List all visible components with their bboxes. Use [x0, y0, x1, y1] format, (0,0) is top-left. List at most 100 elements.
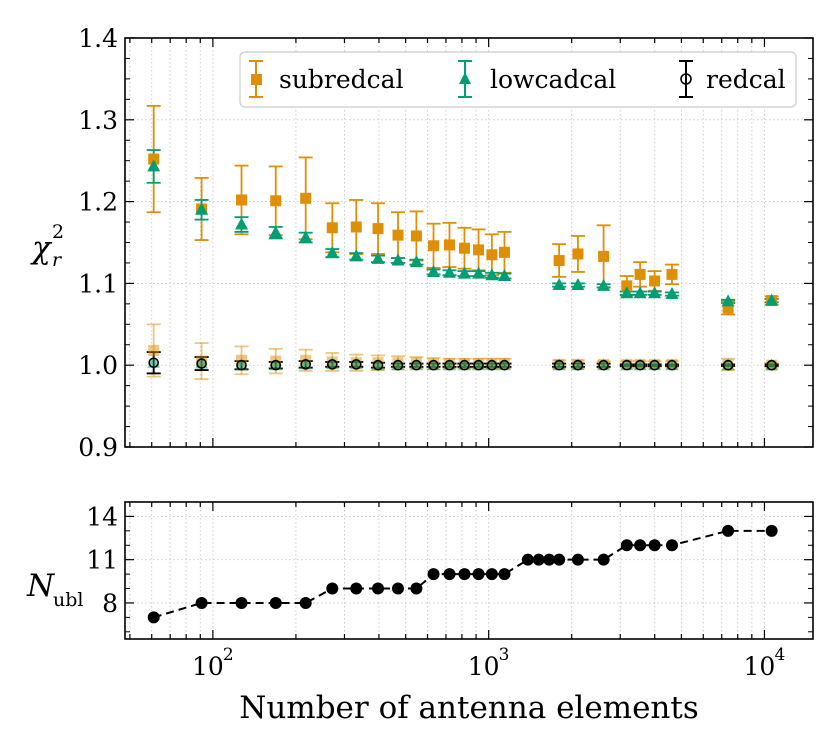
legend-item-subredcal: subredcal: [249, 60, 404, 98]
square-marker: [443, 239, 455, 251]
triangle-marker: [665, 287, 679, 300]
nubl-point: [443, 568, 456, 581]
square-marker: [428, 240, 440, 252]
circle-marker: [634, 359, 646, 371]
triangle-marker: [325, 246, 339, 259]
circle-marker: [572, 359, 584, 371]
square-marker: [634, 268, 646, 280]
circle-marker: [598, 359, 609, 371]
triangle-marker: [457, 358, 471, 371]
bottom-x-tick-label: 10: [744, 652, 776, 681]
top-ylabel-sub: r: [52, 249, 63, 271]
triangle-marker: [349, 249, 363, 262]
triangle-marker: [371, 251, 385, 264]
triangle-marker: [485, 358, 499, 371]
legend-label-subredcal: subredcal: [279, 65, 404, 94]
nubl-point: [235, 596, 248, 609]
circle-marker: [473, 359, 484, 371]
nubl-point: [665, 539, 678, 552]
bottom-x-tick-exponent: 4: [774, 645, 785, 665]
triangle-marker: [597, 358, 611, 371]
bottom-markers: [147, 524, 778, 624]
triangle-marker: [571, 278, 585, 291]
legend-lowcadcal-triangle-marker: [459, 72, 471, 84]
triangle-marker: [299, 357, 313, 370]
legend-label-lowcadcal: lowcadcal: [490, 65, 616, 94]
nubl-point: [543, 553, 556, 566]
square-marker: [392, 229, 404, 241]
legend-label-redcal: redcal: [706, 65, 786, 94]
nubl-point: [648, 539, 661, 552]
top-y-tick-label: 0.9: [78, 433, 118, 462]
square-marker: [236, 194, 248, 206]
triangle-marker: [147, 355, 161, 368]
triangle-marker: [457, 266, 471, 279]
square-marker: [300, 192, 312, 204]
square-marker: [722, 302, 734, 314]
nubl-point: [722, 524, 735, 537]
nubl-point: [532, 553, 545, 566]
square-marker: [598, 250, 610, 262]
circle-marker: [350, 359, 362, 370]
top-y-tick-label: 1.2: [78, 188, 118, 217]
square-marker: [621, 280, 633, 292]
nubl-point: [620, 539, 633, 552]
top-errorbars: [146, 104, 779, 381]
triangle-marker: [195, 356, 209, 369]
triangle-marker: [349, 357, 363, 370]
top-y-tick-labels: 0.9 1.0 1.1 1.2 1.3 1.4: [78, 24, 118, 462]
square-marker: [326, 222, 338, 234]
triangle-marker: [472, 358, 486, 371]
nubl-point: [571, 553, 584, 566]
triangle-marker: [620, 286, 634, 299]
nubl-point: [299, 596, 312, 609]
nubl-point: [410, 582, 423, 595]
nubl-point: [391, 582, 404, 595]
bottom-y-tick-label: 14: [86, 502, 118, 531]
triangle-marker: [409, 358, 423, 371]
triangle-marker: [269, 225, 283, 238]
nubl-point: [521, 553, 534, 566]
triangle-marker: [391, 253, 405, 266]
triangle-marker: [195, 202, 209, 215]
nubl-dashed-line: [153, 529, 772, 619]
legend-subredcal-square-marker: [251, 74, 262, 85]
top-ylabel-base: χ: [30, 230, 53, 266]
bottom-x-tick-exponent: 3: [499, 645, 510, 665]
bottom-ylabel-sub: ubl: [53, 589, 83, 611]
circle-marker: [270, 359, 282, 371]
nubl-point: [597, 553, 610, 566]
square-marker: [649, 275, 661, 287]
nubl-point: [498, 568, 511, 581]
top-y-axis-title: χ 2 r: [30, 221, 64, 271]
circle-marker: [327, 359, 338, 370]
circle-marker: [553, 359, 565, 371]
bottom-x-tick-labels: 10 2 10 3 10 4: [192, 645, 785, 681]
legend-item-lowcadcal: lowcadcal: [458, 60, 616, 98]
nubl-point: [472, 568, 485, 581]
bottom-plot-frame: [124, 501, 814, 640]
triangle-marker: [427, 264, 441, 277]
nubl-point: [458, 568, 471, 581]
circle-marker: [428, 359, 439, 371]
triangle-marker: [571, 358, 585, 371]
triangle-marker: [765, 358, 779, 371]
top-panel: 0.91.01.11.21.31.4 χ 2 r subredcal lowc: [30, 24, 814, 462]
circle-marker: [459, 359, 470, 371]
bottom-y-axis-title: N ubl: [26, 568, 83, 611]
triangle-marker: [485, 268, 499, 281]
square-marker: [458, 242, 470, 254]
top-y-tick-label: 1.0: [78, 351, 118, 380]
triangle-marker: [665, 358, 679, 371]
triangle-marker: [442, 265, 456, 278]
legend-redcal-circle-marker: [680, 73, 692, 85]
nubl-point: [634, 539, 647, 552]
bottom-y-tick-labels: 8 11 14: [86, 502, 118, 618]
top-markers: [147, 153, 779, 371]
bottom-x-tick-label: 10: [192, 652, 224, 681]
nubl-point: [269, 596, 282, 609]
triangle-marker: [721, 358, 735, 371]
circle-marker: [621, 359, 633, 371]
triangle-marker: [325, 357, 339, 370]
